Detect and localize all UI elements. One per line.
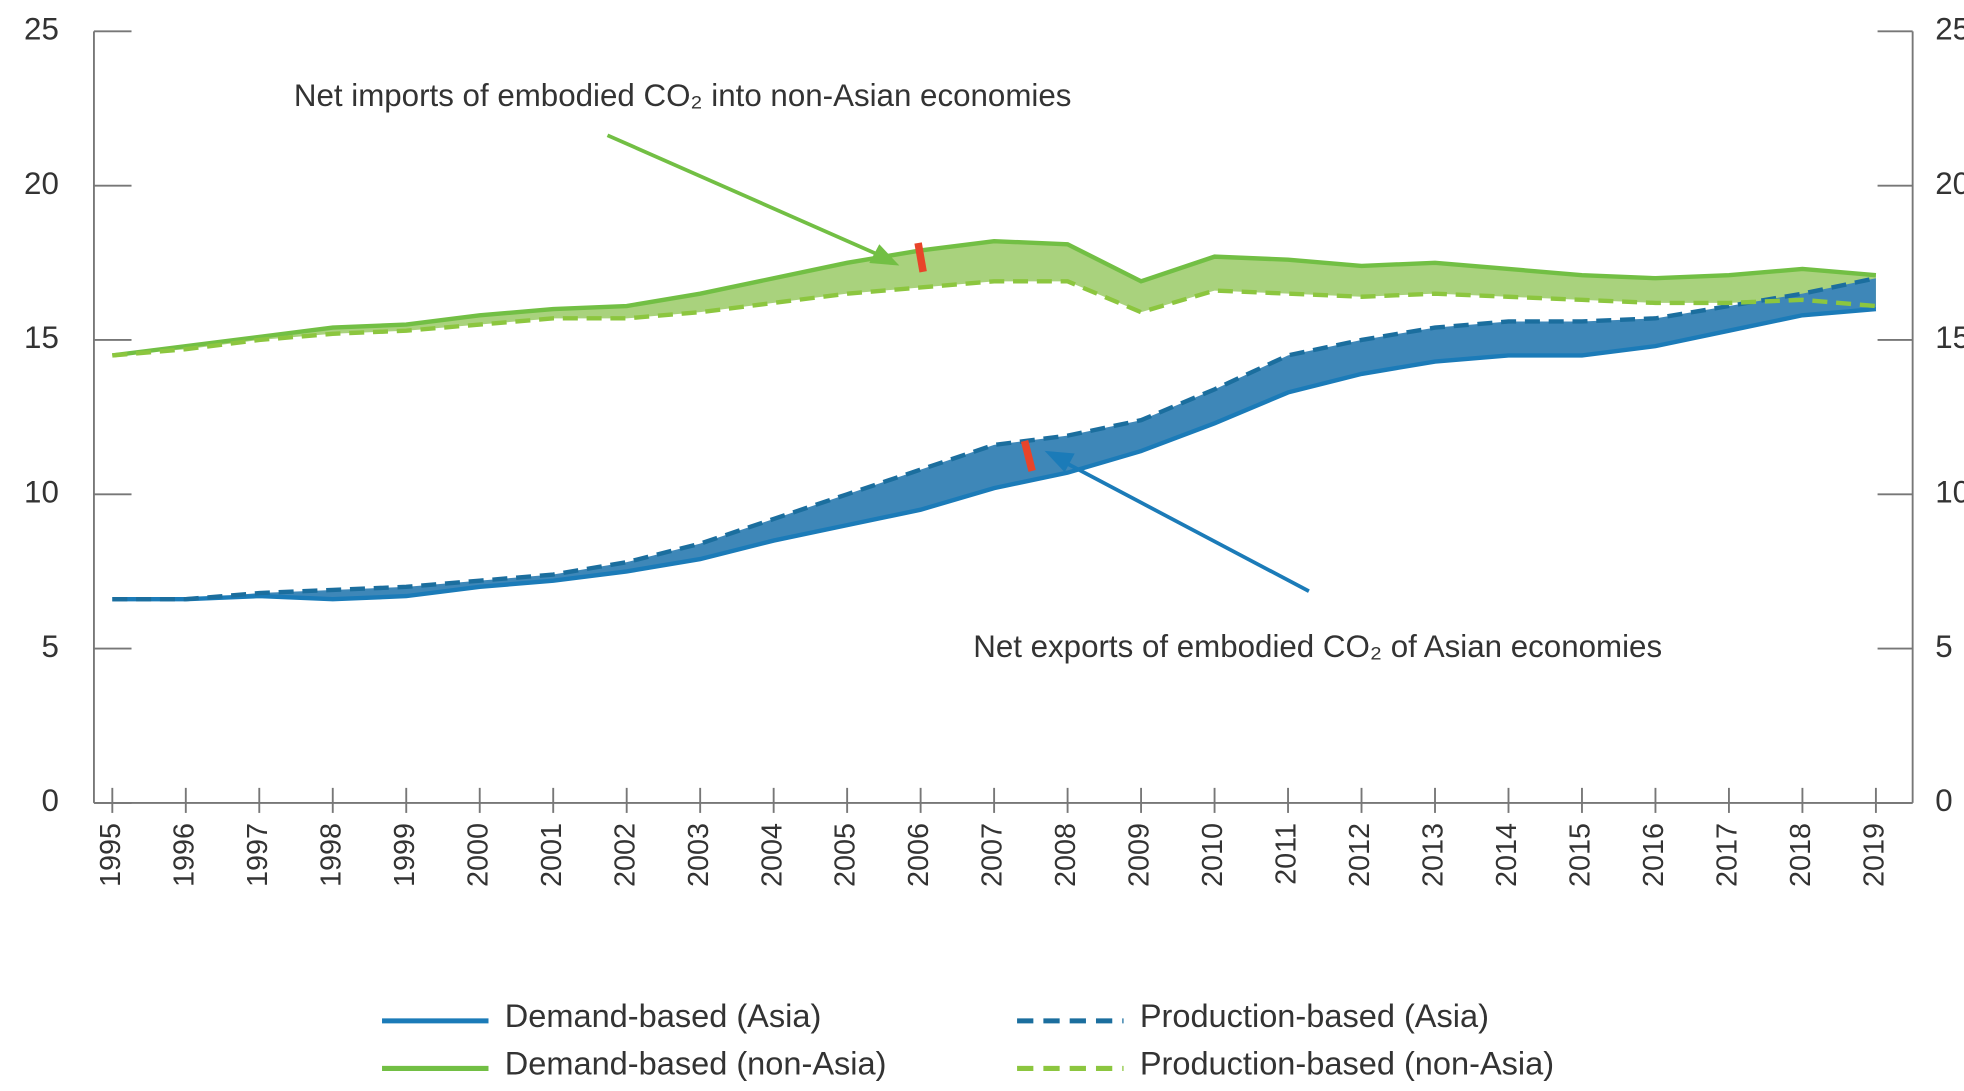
y2-tick-label: 10 [1935, 475, 1964, 510]
y2-tick-label: 25 [1935, 12, 1964, 47]
x-tick-label: 2012 [1344, 823, 1376, 887]
axes: 0 5 10 15 20 25 0 5 10 15 20 25 1995 1996 1997 1998 1999… [24, 12, 1964, 887]
x-tick-label: 2017 [1712, 823, 1744, 887]
bands [112, 241, 1876, 600]
x-tick-label: 2009 [1124, 823, 1156, 887]
y-tick-label: 5 [41, 629, 58, 664]
y2-tick-label: 20 [1935, 166, 1964, 201]
gap-marker [1020, 440, 1036, 472]
gap-area [112, 241, 1876, 356]
x-tick-label: 2013 [1418, 823, 1450, 887]
legend-label: Demand-based (non-Asia) [505, 1046, 887, 1082]
legend-label: Production-based (Asia) [1140, 998, 1489, 1034]
lines [112, 238, 1877, 602]
annotation-arrow [606, 133, 884, 259]
series-line [112, 276, 1877, 602]
legend: Demand-based (Asia) Demand-based (non-Asi… [382, 998, 1554, 1082]
arrowhead [1044, 450, 1075, 473]
x-tick-label: 2008 [1050, 823, 1082, 887]
legend-label: Production-based (non-Asia) [1140, 1046, 1554, 1082]
y-tick-label: 20 [24, 166, 59, 201]
y-tick-label: 0 [41, 783, 58, 818]
y-tick-label: 15 [24, 320, 59, 355]
x-tick-label: 1997 [242, 823, 274, 887]
x-tick-label: 2015 [1565, 823, 1597, 887]
annotation-arrow [1061, 459, 1310, 593]
y2-tick-label: 5 [1935, 629, 1952, 664]
x-tick-label: 2018 [1785, 823, 1817, 887]
annotations: Net imports of embodied CO₂ into non-Asi… [294, 78, 1662, 664]
annotation: Net imports of embodied CO₂ into non-Asi… [294, 78, 1072, 113]
y-tick-label: 10 [24, 475, 59, 510]
x-tick-label: 1996 [168, 823, 200, 887]
x-tick-label: 2016 [1638, 823, 1670, 887]
x-tick-label: 2002 [609, 823, 641, 887]
y2-tick-label: 0 [1935, 783, 1952, 818]
x-tick-label: 1995 [95, 823, 127, 887]
x-tick-label: 2010 [1197, 823, 1229, 887]
x-tick-label: 2005 [830, 823, 862, 887]
annotation: Net exports of embodied CO₂ of Asian eco… [973, 629, 1662, 664]
x-tick-label: 2019 [1859, 823, 1891, 887]
x-tick-label: 2014 [1491, 823, 1523, 887]
x-tick-label: 2000 [462, 823, 494, 887]
legend-label: Demand-based (Asia) [505, 998, 822, 1034]
x-tick-label: 2011 [1271, 823, 1303, 885]
series-line [112, 306, 1877, 602]
arrowhead [869, 244, 900, 266]
x-tick-label: 1998 [315, 823, 347, 887]
x-tick-label: 2006 [903, 823, 935, 887]
series-line [112, 238, 1877, 358]
y-tick-label: 25 [24, 12, 59, 47]
x-tick-label: 2003 [683, 823, 715, 887]
y2-tick-label: 15 [1935, 320, 1964, 355]
x-tick-label: 2001 [536, 823, 568, 887]
gap-area [112, 278, 1876, 600]
x-tick-label: 2004 [756, 823, 788, 887]
x-tick-label: 2007 [977, 823, 1009, 887]
gap-marker [914, 242, 927, 273]
series-line [112, 279, 1877, 358]
x-tick-label: 1999 [389, 823, 421, 887]
